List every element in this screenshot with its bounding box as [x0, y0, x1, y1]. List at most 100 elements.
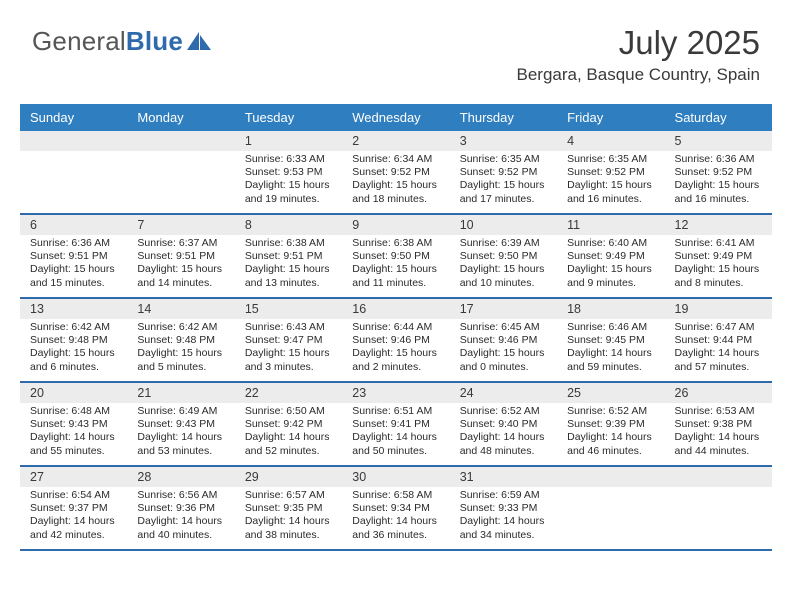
- daylight-line-2: and 2 minutes.: [352, 361, 443, 374]
- sunrise-line: Sunrise: 6:52 AM: [567, 405, 658, 418]
- weekday-header-row: SundayMondayTuesdayWednesdayThursdayFrid…: [20, 104, 772, 131]
- brand-part1: General: [32, 26, 126, 56]
- brand-part2: Blue: [126, 26, 183, 56]
- sunrise-line: Sunrise: 6:53 AM: [675, 405, 766, 418]
- daylight-line-2: and 34 minutes.: [460, 529, 551, 542]
- sunrise-line: Sunrise: 6:59 AM: [460, 489, 551, 502]
- calendar-day: 21Sunrise: 6:49 AMSunset: 9:43 PMDayligh…: [127, 383, 234, 467]
- daylight-line-1: Daylight: 14 hours: [460, 431, 551, 444]
- day-number: 18: [557, 299, 664, 319]
- day-info: Sunrise: 6:42 AMSunset: 9:48 PMDaylight:…: [20, 319, 127, 374]
- month-title: July 2025: [517, 26, 761, 59]
- day-info: Sunrise: 6:57 AMSunset: 9:35 PMDaylight:…: [235, 487, 342, 542]
- daylight-line-2: and 6 minutes.: [30, 361, 121, 374]
- day-number: 16: [342, 299, 449, 319]
- sunrise-line: Sunrise: 6:51 AM: [352, 405, 443, 418]
- daylight-line-1: Daylight: 14 hours: [460, 515, 551, 528]
- sunset-line: Sunset: 9:52 PM: [567, 166, 658, 179]
- weekday-header: Sunday: [20, 104, 127, 131]
- daylight-line-2: and 52 minutes.: [245, 445, 336, 458]
- daylight-line-2: and 53 minutes.: [137, 445, 228, 458]
- daylight-line-1: Daylight: 15 hours: [352, 263, 443, 276]
- weekday-header: Friday: [557, 104, 664, 131]
- daylight-line-2: and 19 minutes.: [245, 193, 336, 206]
- daylight-line-1: Daylight: 14 hours: [137, 431, 228, 444]
- day-number: 27: [20, 467, 127, 487]
- day-info: Sunrise: 6:40 AMSunset: 9:49 PMDaylight:…: [557, 235, 664, 290]
- sunrise-line: Sunrise: 6:35 AM: [567, 153, 658, 166]
- calendar-day: 6Sunrise: 6:36 AMSunset: 9:51 PMDaylight…: [20, 215, 127, 299]
- daylight-line-1: Daylight: 14 hours: [675, 431, 766, 444]
- calendar-day: 31Sunrise: 6:59 AMSunset: 9:33 PMDayligh…: [450, 467, 557, 551]
- daylight-line-1: Daylight: 15 hours: [137, 263, 228, 276]
- daylight-line-2: and 0 minutes.: [460, 361, 551, 374]
- sunrise-line: Sunrise: 6:46 AM: [567, 321, 658, 334]
- title-block: July 2025 Bergara, Basque Country, Spain: [517, 26, 761, 85]
- weekday-header: Monday: [127, 104, 234, 131]
- sunrise-line: Sunrise: 6:52 AM: [460, 405, 551, 418]
- calendar-week: 20Sunrise: 6:48 AMSunset: 9:43 PMDayligh…: [20, 383, 772, 467]
- daylight-line-1: Daylight: 14 hours: [675, 347, 766, 360]
- daylight-line-1: Daylight: 15 hours: [30, 347, 121, 360]
- day-info: Sunrise: 6:47 AMSunset: 9:44 PMDaylight:…: [665, 319, 772, 374]
- calendar-day: 4Sunrise: 6:35 AMSunset: 9:52 PMDaylight…: [557, 131, 664, 215]
- daylight-line-2: and 8 minutes.: [675, 277, 766, 290]
- calendar-weeks: 1Sunrise: 6:33 AMSunset: 9:53 PMDaylight…: [20, 131, 772, 551]
- daylight-line-1: Daylight: 14 hours: [245, 515, 336, 528]
- daylight-line-2: and 10 minutes.: [460, 277, 551, 290]
- day-info: Sunrise: 6:59 AMSunset: 9:33 PMDaylight:…: [450, 487, 557, 542]
- sunrise-line: Sunrise: 6:38 AM: [352, 237, 443, 250]
- calendar-day: 3Sunrise: 6:35 AMSunset: 9:52 PMDaylight…: [450, 131, 557, 215]
- day-info: Sunrise: 6:36 AMSunset: 9:52 PMDaylight:…: [665, 151, 772, 206]
- calendar-day: 15Sunrise: 6:43 AMSunset: 9:47 PMDayligh…: [235, 299, 342, 383]
- sunrise-line: Sunrise: 6:41 AM: [675, 237, 766, 250]
- sunset-line: Sunset: 9:42 PM: [245, 418, 336, 431]
- daylight-line-2: and 46 minutes.: [567, 445, 658, 458]
- daylight-line-1: Daylight: 15 hours: [245, 347, 336, 360]
- day-number: 1: [235, 131, 342, 151]
- daylight-line-1: Daylight: 14 hours: [352, 431, 443, 444]
- sunrise-line: Sunrise: 6:43 AM: [245, 321, 336, 334]
- day-info: Sunrise: 6:42 AMSunset: 9:48 PMDaylight:…: [127, 319, 234, 374]
- daylight-line-2: and 44 minutes.: [675, 445, 766, 458]
- sunrise-line: Sunrise: 6:42 AM: [137, 321, 228, 334]
- calendar-day: 28Sunrise: 6:56 AMSunset: 9:36 PMDayligh…: [127, 467, 234, 551]
- day-info: Sunrise: 6:35 AMSunset: 9:52 PMDaylight:…: [557, 151, 664, 206]
- day-info: Sunrise: 6:52 AMSunset: 9:39 PMDaylight:…: [557, 403, 664, 458]
- day-number: 29: [235, 467, 342, 487]
- daylight-line-2: and 3 minutes.: [245, 361, 336, 374]
- daylight-line-1: Daylight: 15 hours: [30, 263, 121, 276]
- calendar-day: 24Sunrise: 6:52 AMSunset: 9:40 PMDayligh…: [450, 383, 557, 467]
- day-info: Sunrise: 6:34 AMSunset: 9:52 PMDaylight:…: [342, 151, 449, 206]
- daylight-line-2: and 16 minutes.: [675, 193, 766, 206]
- day-number: 21: [127, 383, 234, 403]
- day-info: Sunrise: 6:39 AMSunset: 9:50 PMDaylight:…: [450, 235, 557, 290]
- day-number: 26: [665, 383, 772, 403]
- daylight-line-2: and 17 minutes.: [460, 193, 551, 206]
- sunset-line: Sunset: 9:34 PM: [352, 502, 443, 515]
- day-info: Sunrise: 6:41 AMSunset: 9:49 PMDaylight:…: [665, 235, 772, 290]
- day-info: Sunrise: 6:50 AMSunset: 9:42 PMDaylight:…: [235, 403, 342, 458]
- day-number-empty: [20, 131, 127, 151]
- brand-text: GeneralBlue: [32, 28, 183, 54]
- day-info: Sunrise: 6:37 AMSunset: 9:51 PMDaylight:…: [127, 235, 234, 290]
- calendar-week: 13Sunrise: 6:42 AMSunset: 9:48 PMDayligh…: [20, 299, 772, 383]
- daylight-line-1: Daylight: 15 hours: [675, 179, 766, 192]
- calendar-day-empty: [127, 131, 234, 215]
- daylight-line-2: and 59 minutes.: [567, 361, 658, 374]
- sunset-line: Sunset: 9:49 PM: [567, 250, 658, 263]
- sunrise-line: Sunrise: 6:40 AM: [567, 237, 658, 250]
- daylight-line-2: and 18 minutes.: [352, 193, 443, 206]
- calendar-week: 27Sunrise: 6:54 AMSunset: 9:37 PMDayligh…: [20, 467, 772, 551]
- weekday-header: Thursday: [450, 104, 557, 131]
- daylight-line-2: and 13 minutes.: [245, 277, 336, 290]
- daylight-line-1: Daylight: 14 hours: [567, 347, 658, 360]
- sunset-line: Sunset: 9:33 PM: [460, 502, 551, 515]
- day-number: 17: [450, 299, 557, 319]
- calendar-day: 11Sunrise: 6:40 AMSunset: 9:49 PMDayligh…: [557, 215, 664, 299]
- sunrise-line: Sunrise: 6:34 AM: [352, 153, 443, 166]
- sunrise-line: Sunrise: 6:48 AM: [30, 405, 121, 418]
- sunset-line: Sunset: 9:41 PM: [352, 418, 443, 431]
- day-info: Sunrise: 6:58 AMSunset: 9:34 PMDaylight:…: [342, 487, 449, 542]
- day-info: Sunrise: 6:33 AMSunset: 9:53 PMDaylight:…: [235, 151, 342, 206]
